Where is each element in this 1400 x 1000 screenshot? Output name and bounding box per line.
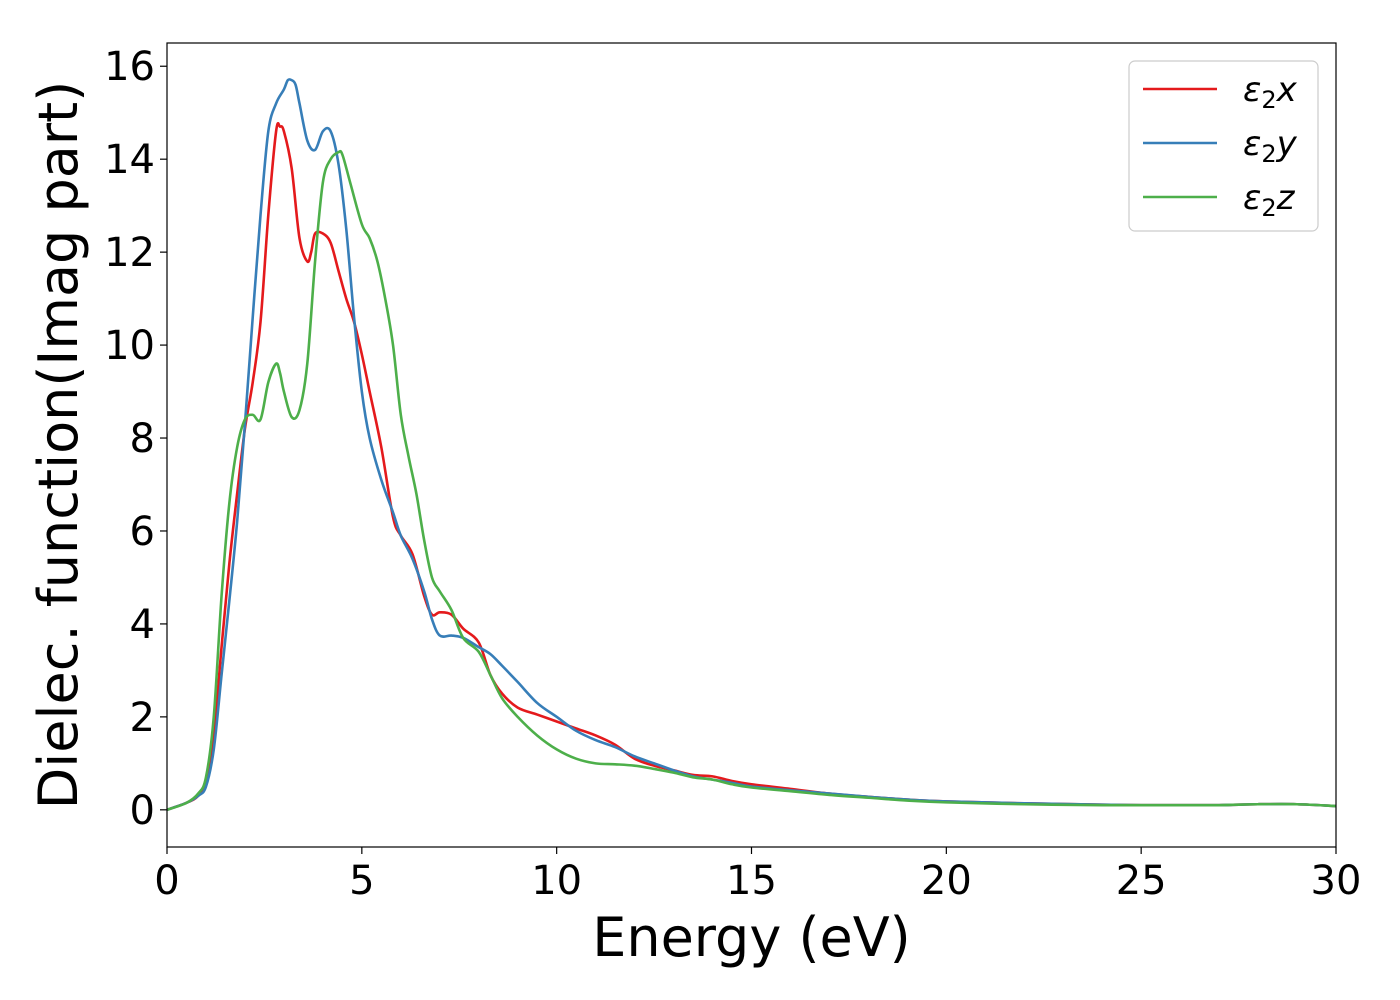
x-tick-label: 5: [349, 858, 374, 904]
x-tick-label: 25: [1116, 858, 1167, 904]
series-line-z: [166, 149, 1337, 812]
x-tick-label: 0: [154, 858, 179, 904]
x-tick-label: 10: [531, 858, 582, 904]
series-line-y: [166, 77, 1337, 812]
y-axis: 0 2 4 6 8 10 12 14 16: [104, 44, 167, 834]
legend-label-y: ε2y: [1243, 124, 1298, 168]
y-tick-label: 4: [130, 602, 155, 648]
legend: ε2x ε2y ε2z: [1128, 60, 1319, 232]
y-tick-label: 12: [104, 230, 155, 276]
y-tick-label: 0: [130, 788, 155, 834]
x-axis-label: Energy (eV): [592, 906, 911, 969]
legend-box: [1128, 60, 1319, 232]
y-tick-label: 2: [130, 695, 155, 741]
series-lines: [166, 77, 1337, 812]
y-axis-label: Dielec. function(Imag part): [27, 81, 90, 810]
x-tick-label: 20: [921, 858, 972, 904]
legend-label-x: ε2x: [1243, 70, 1298, 114]
x-tick-label: 15: [726, 858, 777, 904]
x-axis: 0 5 10 15 20 25 30: [154, 847, 1361, 904]
y-tick-label: 8: [130, 416, 155, 462]
legend-label-z: ε2z: [1243, 178, 1296, 222]
y-tick-label: 14: [104, 137, 155, 183]
y-tick-label: 16: [104, 44, 155, 90]
x-tick-label: 30: [1311, 858, 1362, 904]
y-tick-label: 6: [130, 509, 155, 555]
y-tick-label: 10: [104, 323, 155, 369]
